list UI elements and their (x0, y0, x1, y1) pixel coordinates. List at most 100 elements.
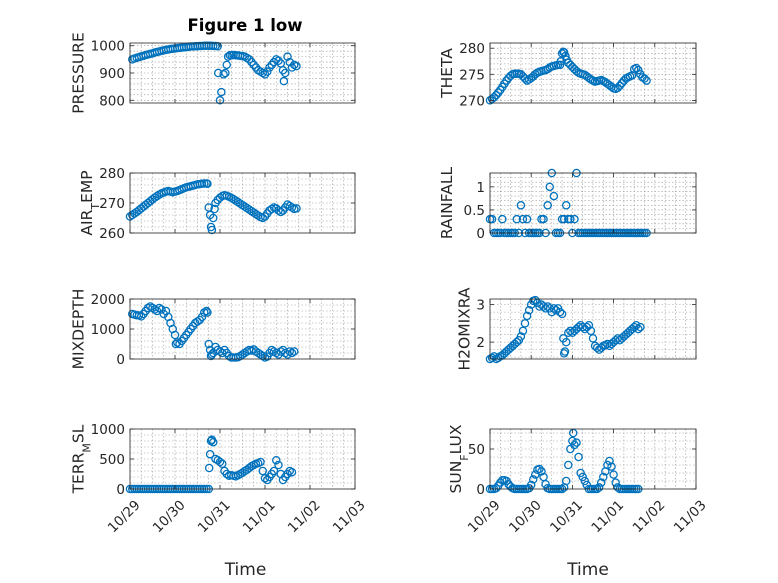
y-axis-label: THETA (438, 48, 456, 99)
data-point (629, 322, 639, 332)
y-tick-label: 1 (476, 180, 485, 196)
data-point (561, 51, 570, 61)
x-axis-label: Time (224, 560, 267, 580)
series-markers (485, 47, 651, 105)
data-point (541, 304, 550, 313)
data-point (607, 462, 616, 471)
series-markers (127, 41, 301, 105)
data-point (607, 82, 616, 92)
data-point (555, 307, 565, 317)
data-point (267, 60, 276, 70)
data-point (203, 308, 212, 317)
data-point (207, 225, 217, 235)
data-point (215, 96, 225, 105)
data-point (170, 330, 180, 340)
data-point (613, 83, 622, 93)
y-tick-label: 500 (99, 452, 125, 468)
data-point (271, 348, 281, 358)
y-tick-label: 1000 (91, 39, 125, 55)
data-point (603, 460, 612, 470)
data-point (578, 472, 587, 482)
data-point (640, 74, 649, 83)
data-point (199, 308, 209, 317)
data-point (157, 305, 166, 314)
data-point (535, 464, 544, 474)
data-point (203, 179, 212, 189)
axes-box (489, 172, 697, 234)
y-axis-label: H2OMIXRA (455, 287, 473, 370)
data-point (487, 214, 497, 224)
y-tick-label: 0.5 (464, 203, 485, 219)
y-tick-label: 270 (99, 196, 125, 212)
data-point (217, 87, 226, 97)
data-point (489, 93, 499, 102)
data-point (274, 206, 283, 215)
y-tick-label: 1000 (91, 322, 125, 338)
data-point (609, 470, 618, 479)
data-point (584, 320, 594, 330)
data-point (489, 352, 499, 361)
data-point (549, 304, 559, 313)
data-point (285, 347, 294, 356)
axes-background (490, 299, 696, 359)
data-point (256, 457, 265, 467)
data-point (287, 467, 297, 477)
data-point (518, 214, 528, 224)
data-point (271, 455, 281, 465)
data-point (197, 312, 207, 322)
data-point (594, 483, 604, 492)
data-point (537, 467, 546, 476)
subplot-4: 0 0.5 1 RAINFALL (438, 166, 697, 242)
data-point (207, 350, 217, 359)
data-point (283, 52, 292, 61)
data-point (491, 483, 501, 493)
y-tick-label: 280 (459, 41, 485, 57)
data-point (522, 214, 532, 224)
data-point (605, 456, 614, 466)
y-axis-label: SUNFLUX (447, 424, 471, 493)
data-point (260, 473, 270, 483)
data-point (279, 76, 289, 86)
data-point (570, 214, 579, 224)
y-tick-label: 0 (116, 352, 125, 368)
data-point (512, 214, 522, 224)
data-point (545, 182, 554, 192)
data-point (543, 201, 552, 210)
data-point (154, 303, 164, 313)
figure-title: Figure 1 low (187, 16, 302, 35)
y-tick-label: 0 (116, 482, 125, 498)
data-point (208, 213, 218, 223)
data-point (566, 214, 575, 224)
y-axis-label: AIRTEMP (78, 170, 102, 235)
data-point (561, 201, 571, 210)
data-point (572, 438, 581, 447)
data-point (520, 319, 530, 328)
y-tick-label: 2000 (91, 292, 125, 308)
data-point (574, 452, 583, 462)
data-point (559, 214, 569, 224)
data-point (287, 348, 297, 358)
data-point (580, 476, 590, 486)
data-point (617, 78, 627, 88)
data-point (269, 466, 279, 476)
data-point (278, 66, 288, 75)
data-point (205, 449, 215, 459)
data-point (559, 48, 569, 57)
data-point (249, 60, 258, 70)
y-tick-label: 900 (99, 66, 125, 82)
axes-box (489, 298, 697, 360)
data-point (561, 476, 571, 486)
y-tick-label: 260 (99, 226, 125, 242)
data-point (247, 57, 256, 67)
data-point (258, 213, 267, 223)
y-axis-label: PRESSURE (70, 32, 88, 114)
data-point (615, 81, 625, 91)
y-tick-label: 0 (476, 226, 485, 242)
data-point (576, 468, 585, 478)
data-point (570, 440, 579, 450)
data-point (599, 472, 608, 482)
